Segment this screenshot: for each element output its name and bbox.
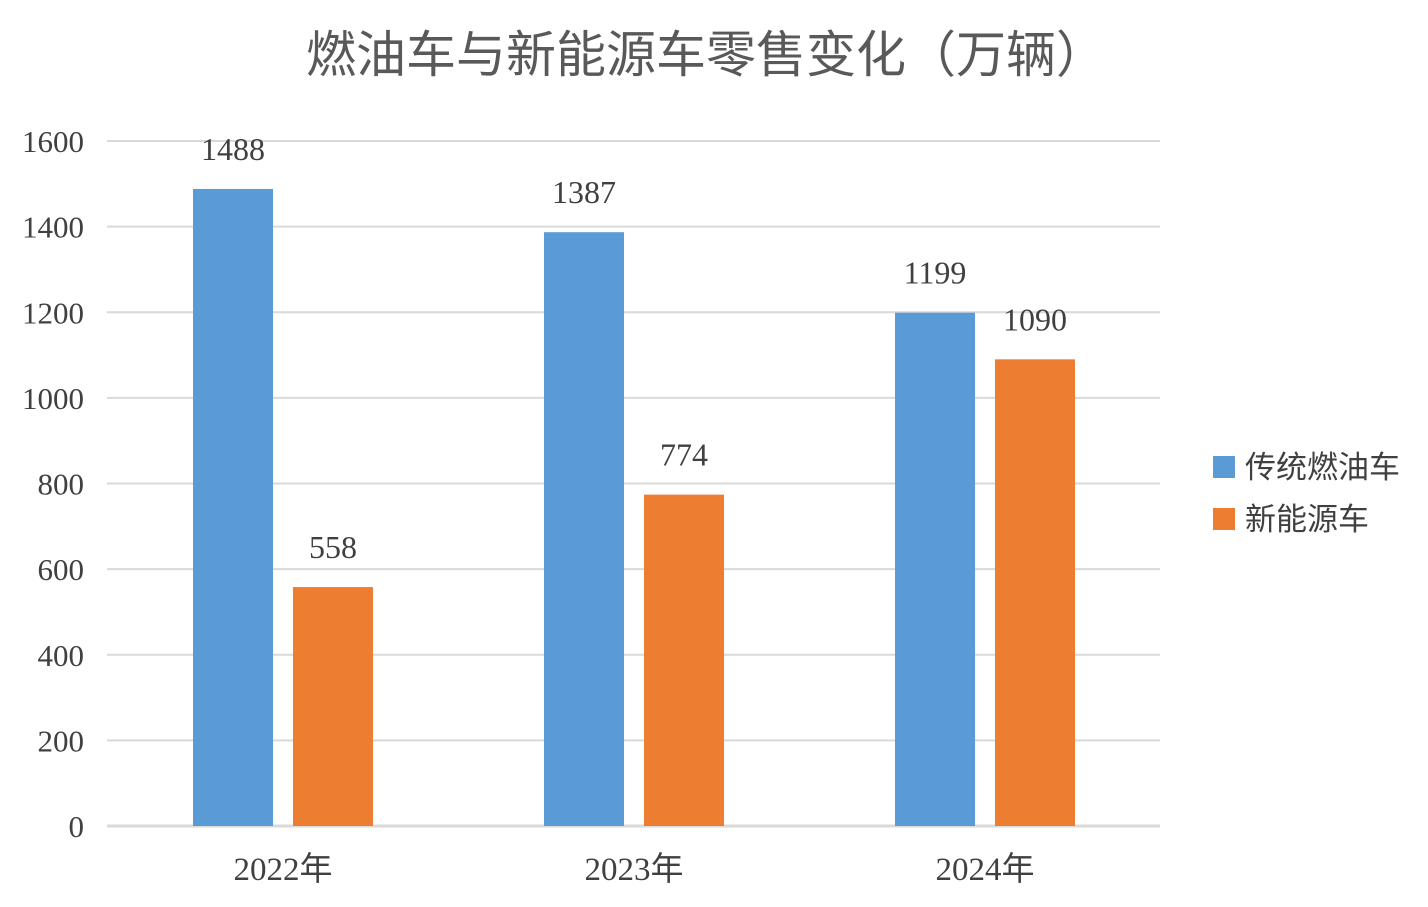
x-category-label: 2024年 (936, 851, 1035, 888)
y-axis-ticks: 0 200 400 600 800 1000 1200 1400 1600 (22, 124, 84, 844)
data-labels: 1488 558 1387 774 1199 1090 (201, 131, 1067, 565)
bar-nev-2 (995, 359, 1075, 826)
data-label: 1090 (1003, 301, 1067, 337)
data-label: 1488 (201, 131, 265, 167)
legend-item: 传统燃油车 (1213, 450, 1400, 486)
bar-fuel-2 (895, 312, 975, 827)
legend-label: 新能源车 (1245, 502, 1369, 538)
bar-fuel-0 (193, 188, 273, 826)
bar-fuel-1 (544, 232, 624, 827)
bar-nev-1 (644, 494, 724, 826)
legend-item: 新能源车 (1213, 502, 1369, 538)
legend-label: 传统燃油车 (1245, 450, 1400, 486)
bar-nev-0 (293, 587, 373, 826)
y-tick-label: 200 (38, 723, 85, 758)
data-label: 774 (660, 437, 708, 473)
x-category-label: 2022年 (234, 851, 333, 888)
y-tick-label: 800 (38, 467, 85, 502)
legend-swatch (1213, 508, 1235, 530)
y-tick-label: 0 (69, 809, 85, 844)
y-tick-label: 400 (38, 638, 85, 673)
x-axis-categories: 2022年 2023年 2024年 (234, 851, 1035, 888)
y-tick-label: 1400 (22, 210, 84, 245)
y-tick-label: 1600 (22, 124, 84, 159)
data-label: 558 (309, 529, 357, 565)
y-tick-label: 1200 (22, 295, 84, 330)
y-tick-label: 1000 (22, 381, 84, 416)
data-label: 1199 (904, 255, 967, 291)
legend-swatch (1213, 456, 1235, 478)
y-tick-label: 600 (38, 552, 85, 587)
x-category-label: 2023年 (585, 851, 684, 888)
gridlines (107, 140, 1160, 828)
data-label: 1387 (552, 174, 616, 210)
bars (193, 188, 1075, 827)
chart-title: 燃油车与新能源车零售变化（万辆） (306, 26, 1106, 84)
